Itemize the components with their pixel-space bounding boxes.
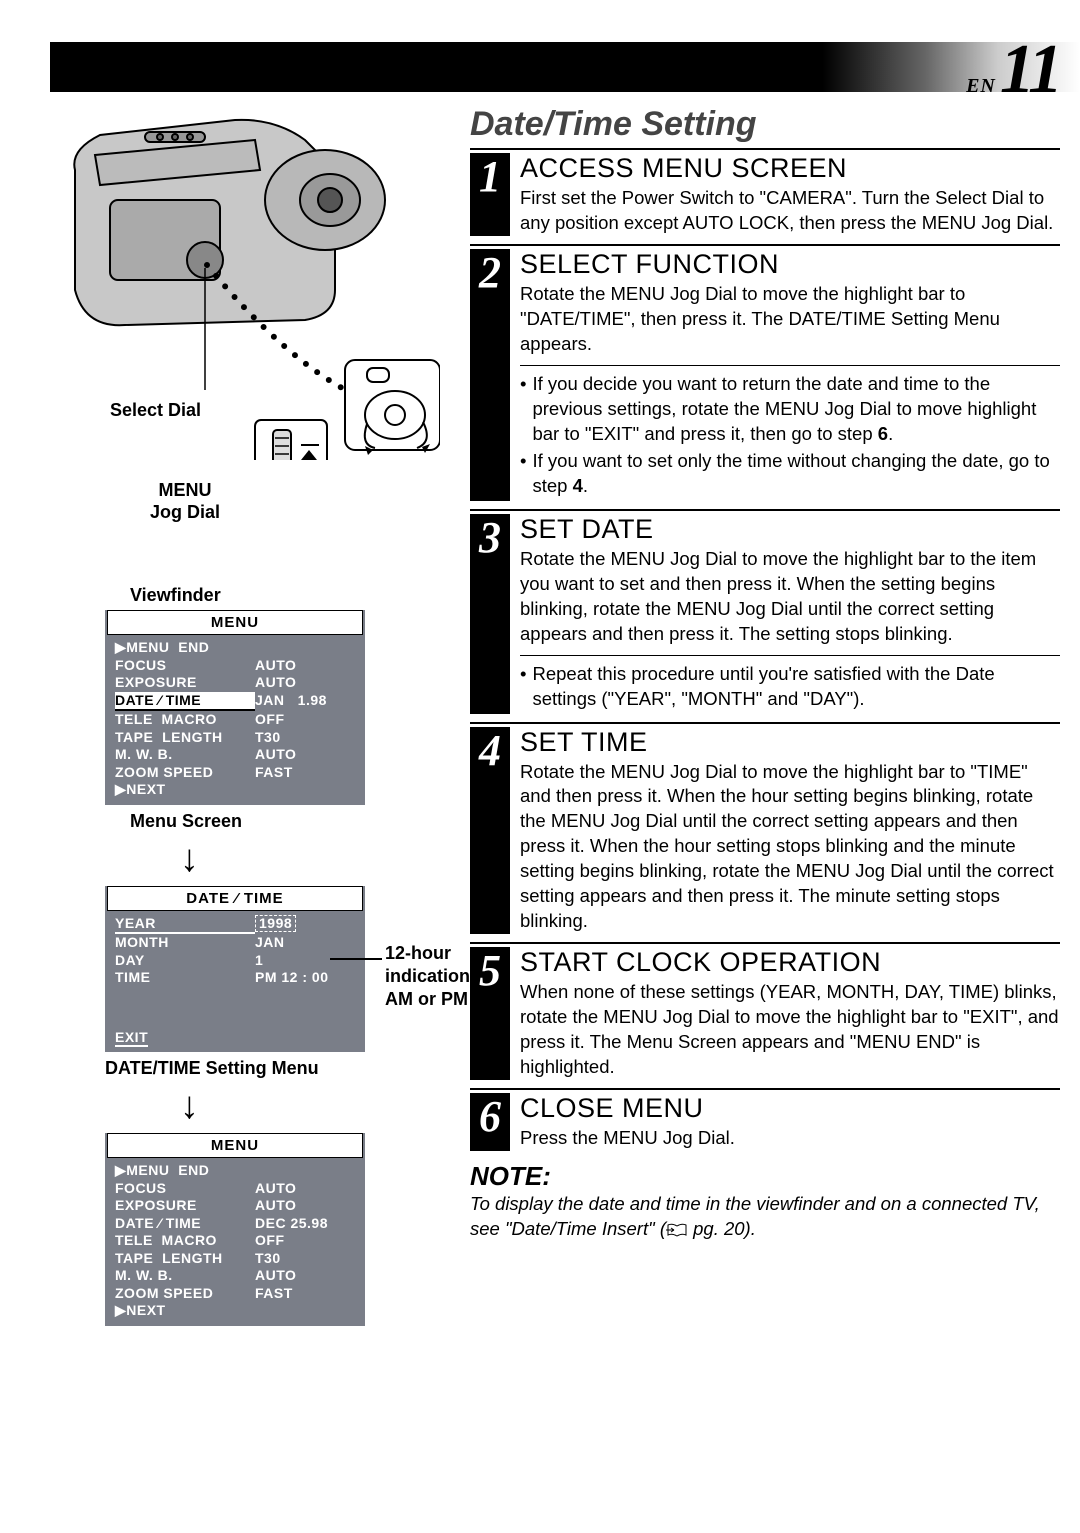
note-text: To display the date and time in the view… xyxy=(470,1192,1060,1242)
step-number: 1 xyxy=(470,153,510,236)
gradient-bar xyxy=(50,42,1080,92)
menu-row: EXPOSUREAUTO xyxy=(115,1197,355,1215)
menu-row: TELE MACROOFF xyxy=(115,1232,355,1250)
menu-row: YEAR1998 xyxy=(115,915,355,935)
note-title: NOTE: xyxy=(470,1161,1060,1192)
menu-row: ▶MENU END xyxy=(115,1162,355,1180)
bullet-item: •If you decide you want to return the da… xyxy=(520,372,1060,447)
step-heading: START CLOCK OPERATION xyxy=(520,947,1060,978)
step-text: Rotate the MENU Jog Dial to move the hig… xyxy=(520,547,1060,647)
menu1-caption: Menu Screen xyxy=(130,811,440,832)
camera-illustration: Select Dial MENU Jog Dial xyxy=(55,110,440,460)
menu-row: ZOOM SPEEDFAST xyxy=(115,764,355,782)
menu-row: FOCUSAUTO xyxy=(115,657,355,675)
step-number: 4 xyxy=(470,727,510,935)
page-en-label: EN xyxy=(966,75,996,97)
note-after: pg. 20). xyxy=(688,1218,756,1239)
menu-row: TELE MACROOFF xyxy=(115,711,355,729)
menu-row: DAY1 xyxy=(115,952,355,970)
step-6: 6 CLOSE MENUPress the MENU Jog Dial. xyxy=(470,1088,1060,1151)
step-heading: SET DATE xyxy=(520,514,1060,545)
menu-row: ▶NEXT xyxy=(115,781,355,799)
menu-row: ▶NEXT xyxy=(115,1302,355,1320)
leader-line xyxy=(330,958,382,960)
page-big-num: 11 xyxy=(1000,31,1060,108)
step-number: 6 xyxy=(470,1093,510,1151)
step-1: 1 ACCESS MENU SCREENFirst set the Power S… xyxy=(470,148,1060,236)
jog-dial-label: MENU Jog Dial xyxy=(150,480,220,523)
jog-dial-l1: MENU xyxy=(159,480,212,500)
right-column: Date/Time Setting 1 ACCESS MENU SCREENFir… xyxy=(470,105,1060,1242)
menu-screen-1: MENU ▶MENU ENDFOCUSAUTOEXPOSUREAUTODATE … xyxy=(105,610,365,805)
select-dial-label: Select Dial xyxy=(110,400,201,421)
menu-row: TIMEPM 12 : 00 xyxy=(115,969,355,987)
arrow-down-2: ↓ xyxy=(180,1087,440,1125)
menu-screen-3: MENU ▶MENU ENDFOCUSAUTOEXPOSUREAUTODATE … xyxy=(105,1133,365,1326)
step-heading: ACCESS MENU SCREEN xyxy=(520,153,1060,184)
step-text: First set the Power Switch to "CAMERA". … xyxy=(520,186,1060,236)
jog-dial-l2: Jog Dial xyxy=(150,502,220,522)
menu-row: ▶MENU END xyxy=(115,639,355,657)
menu3-title: MENU xyxy=(107,1133,363,1158)
side-note-l1: 12-hour xyxy=(385,943,451,963)
step-heading: SET TIME xyxy=(520,727,1060,758)
menu-row: MONTHJAN xyxy=(115,934,355,952)
menu-row: M. W. B.AUTO xyxy=(115,746,355,764)
menu-row: TAPE LENGTHT30 xyxy=(115,729,355,747)
step-number: 3 xyxy=(470,514,510,714)
menu-row: DATE ⁄ TIMEJAN 1.98 xyxy=(115,692,355,712)
bullet-item: •If you want to set only the time withou… xyxy=(520,449,1060,499)
menu2-exit: EXIT xyxy=(115,1029,148,1047)
step-text: Rotate the MENU Jog Dial to move the hig… xyxy=(520,282,1060,357)
bullet-item: •Repeat this procedure until you're sati… xyxy=(520,662,1060,712)
step-heading: CLOSE MENU xyxy=(520,1093,1060,1124)
viewfinder-label: Viewfinder xyxy=(130,585,440,606)
arrow-down-1: ↓ xyxy=(180,840,440,878)
menu2-title: DATE ⁄ TIME xyxy=(107,886,363,911)
step-3: 3 SET DATERotate the MENU Jog Dial to mov… xyxy=(470,509,1060,714)
menu-row: TAPE LENGTHT30 xyxy=(115,1250,355,1268)
menu-row: DATE ⁄ TIMEDEC 25.98 xyxy=(115,1215,355,1233)
menu-screen-2: DATE ⁄ TIME YEAR1998MONTHJANDAY1TIMEPM 1… xyxy=(105,886,365,1053)
section-title: Date/Time Setting xyxy=(470,105,1060,144)
step-4: 4 SET TIMERotate the MENU Jog Dial to mov… xyxy=(470,722,1060,935)
step-number: 5 xyxy=(470,947,510,1080)
menu-row: M. W. B.AUTO xyxy=(115,1267,355,1285)
menu-row: FOCUSAUTO xyxy=(115,1180,355,1198)
menu-row: ZOOM SPEEDFAST xyxy=(115,1285,355,1303)
step-text: Press the MENU Jog Dial. xyxy=(520,1126,1060,1151)
step-text: Rotate the MENU Jog Dial to move the hig… xyxy=(520,760,1060,935)
step-2: 2 SELECT FUNCTIONRotate the MENU Jog Dial… xyxy=(470,244,1060,501)
menu-row: EXPOSUREAUTO xyxy=(115,674,355,692)
step-number: 2 xyxy=(470,249,510,501)
step-5: 5 START CLOCK OPERATIONWhen none of these… xyxy=(470,942,1060,1080)
menu2-caption: DATE/TIME Setting Menu xyxy=(105,1058,440,1079)
page-number: EN 11 xyxy=(966,30,1060,110)
page-ref-icon xyxy=(666,1223,688,1237)
side-note-l3: AM or PM xyxy=(385,989,468,1009)
step-heading: SELECT FUNCTION xyxy=(520,249,1060,280)
menu1-title: MENU xyxy=(107,610,363,635)
left-column: Select Dial MENU Jog Dial Viewfinder MEN… xyxy=(55,110,440,1326)
step-text: When none of these settings (YEAR, MONTH… xyxy=(520,980,1060,1080)
